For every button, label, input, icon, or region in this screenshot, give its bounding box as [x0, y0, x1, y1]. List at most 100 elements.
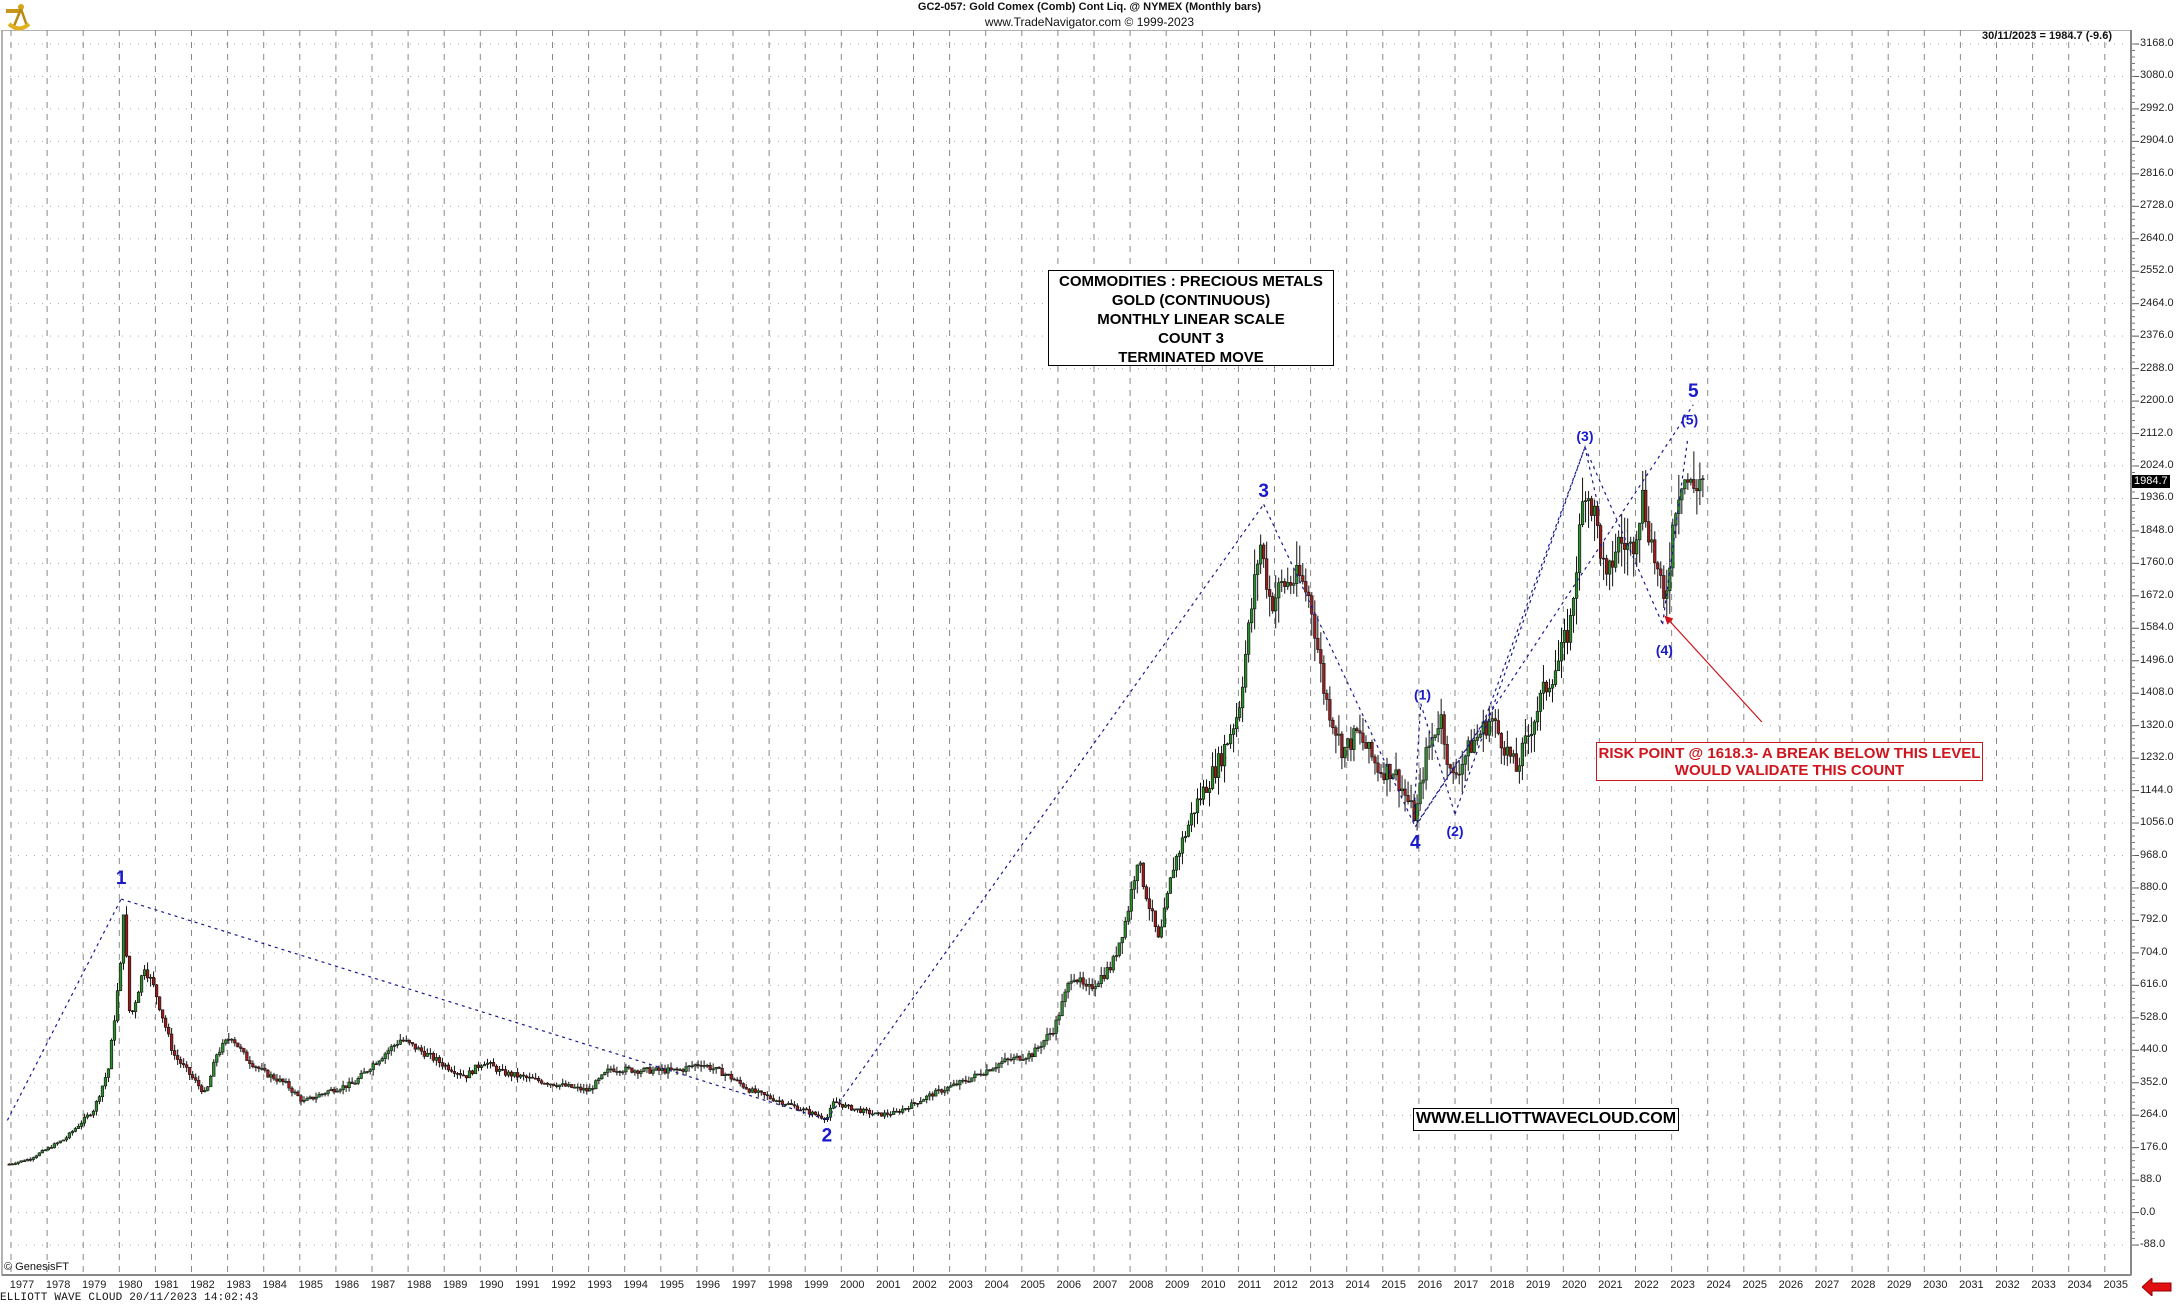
y-tick-label: 880.0 — [2140, 880, 2168, 893]
wave-label: (2) — [1446, 823, 1463, 839]
footer-watermark: ELLIOTT WAVE CLOUD 20/11/2023 14:02:43 — [0, 1292, 259, 1304]
x-tick-label: 1985 — [298, 1279, 324, 1291]
x-tick-label: 1977 — [9, 1279, 35, 1291]
x-tick-label: 2029 — [1886, 1279, 1912, 1291]
x-tick-label: 2034 — [2067, 1279, 2092, 1291]
risk-line-2: WOULD VALIDATE THIS COUNT — [1674, 762, 1905, 779]
x-tick-label: 2031 — [1959, 1279, 1984, 1291]
x-tick-label: 1995 — [659, 1279, 685, 1291]
y-tick-label: 1408.0 — [2140, 686, 2174, 699]
x-tick-label: 1994 — [623, 1279, 648, 1291]
y-tick-label: 1496.0 — [2140, 653, 2174, 666]
x-tick-label: 2020 — [1562, 1279, 1587, 1291]
wave-label: 4 — [1410, 833, 1421, 854]
info-line: MONTHLY LINEAR SCALE — [1097, 311, 1285, 328]
y-tick-label: 2552.0 — [2140, 264, 2174, 277]
x-tick-label: 2014 — [1345, 1279, 1370, 1291]
last-quote: 30/11/2023 = 1984.7 (-9.6) — [1982, 30, 2112, 42]
x-tick-label: 2009 — [1164, 1279, 1190, 1291]
y-tick-label: 2024.0 — [2140, 458, 2174, 471]
y-tick-label: 88.0 — [2140, 1173, 2162, 1186]
y-tick-label: 2816.0 — [2140, 166, 2174, 179]
y-tick-label: 968.0 — [2140, 848, 2168, 861]
x-tick-label: 1998 — [767, 1279, 793, 1291]
elliott-wave-line — [1412, 703, 1422, 822]
info-line: COUNT 3 — [1158, 330, 1224, 347]
y-tick-label: 1760.0 — [2140, 556, 2174, 569]
chart-subtitle: www.TradeNavigator.com © 1999-2023 — [984, 15, 1195, 29]
y-tick-label: 2992.0 — [2140, 101, 2174, 114]
x-tick-label: 2028 — [1850, 1279, 1876, 1291]
y-tick-label: 1936.0 — [2140, 491, 2174, 504]
x-tick-label: 2030 — [1923, 1279, 1948, 1291]
y-tick-label: 1320.0 — [2140, 718, 2174, 731]
y-tick-label: 176.0 — [2140, 1140, 2168, 1153]
x-tick-label: 2004 — [984, 1279, 1009, 1291]
chart-title: GC2-057: Gold Comex (Comb) Cont Liq. @ N… — [917, 1, 1262, 13]
y-tick-label: 2640.0 — [2140, 231, 2174, 244]
x-tick-label: 2021 — [1598, 1279, 1623, 1291]
x-tick-label: 1978 — [45, 1279, 71, 1291]
risk-line-1: RISK POINT @ 1618.3- A BREAK BELOW THIS … — [1598, 745, 1981, 762]
elliott-wave-line — [1454, 446, 1586, 815]
x-tick-label: 2018 — [1489, 1279, 1515, 1291]
y-tick-label: 2112.0 — [2140, 426, 2173, 439]
x-tick-label: 2023 — [1670, 1279, 1695, 1291]
elliott-wave-line — [1416, 445, 1600, 824]
red-left-arrow-icon[interactable] — [2141, 1276, 2172, 1301]
x-tick-label: 2019 — [1525, 1279, 1551, 1291]
y-tick-label: 2288.0 — [2140, 361, 2174, 374]
x-tick-label: 2000 — [840, 1279, 865, 1291]
copyright: © GenesisFT — [4, 1261, 69, 1273]
x-tick-label: 2032 — [1995, 1279, 2020, 1291]
x-tick-label: 1982 — [190, 1279, 215, 1291]
y-tick-label: 616.0 — [2140, 978, 2168, 991]
wave-label: (5) — [1681, 412, 1698, 428]
elliott-wave-line — [1584, 446, 1664, 625]
sextant-logo-icon — [3, 2, 31, 32]
x-tick-label: 2013 — [1309, 1279, 1334, 1291]
y-tick-label: 1848.0 — [2140, 523, 2174, 536]
x-tick-label: 1981 — [154, 1279, 179, 1291]
y-tick-label: 2200.0 — [2140, 394, 2174, 407]
elliott-wave-line — [1414, 404, 1694, 828]
y-tick-label: 1056.0 — [2140, 816, 2174, 829]
x-tick-label: 1991 — [515, 1279, 540, 1291]
y-tick-label: 440.0 — [2140, 1043, 2168, 1056]
y-tick-label: 2376.0 — [2140, 329, 2174, 342]
risk-point-box: RISK POINT @ 1618.3- A BREAK BELOW THIS … — [1596, 742, 1983, 781]
x-tick-label: 2001 — [876, 1279, 901, 1291]
x-tick-label: 2010 — [1201, 1279, 1226, 1291]
risk-pointer-line — [1667, 619, 1763, 723]
x-tick-label: 1986 — [334, 1279, 360, 1291]
elliott-wave-line — [1420, 703, 1456, 815]
x-tick-label: 2027 — [1814, 1279, 1840, 1291]
risk-arrowhead-icon — [1664, 615, 1674, 625]
x-tick-label: 1993 — [587, 1279, 612, 1291]
x-tick-label: 2022 — [1634, 1279, 1659, 1291]
y-tick-label: 3080.0 — [2140, 69, 2174, 82]
x-tick-label: 2008 — [1128, 1279, 1154, 1291]
elliott-wave-line — [120, 898, 828, 1121]
website-box: WWW.ELLIOTTWAVECLOUD.COM — [1413, 1108, 1679, 1131]
x-tick-label: 1989 — [442, 1279, 468, 1291]
wave-label: 3 — [1258, 481, 1269, 502]
x-tick-label: 2026 — [1778, 1279, 1804, 1291]
plot-area — [1, 29, 2132, 1276]
y-tick-label: 1584.0 — [2140, 621, 2174, 634]
x-tick-label: 2006 — [1056, 1279, 1082, 1291]
x-tick-label: 1990 — [479, 1279, 504, 1291]
y-tick-label: 704.0 — [2140, 945, 2168, 958]
info-line: TERMINATED MOVE — [1118, 349, 1264, 366]
x-tick-label: 1980 — [118, 1279, 143, 1291]
x-tick-label: 2005 — [1020, 1279, 1046, 1291]
y-tick-label: 2728.0 — [2140, 199, 2174, 212]
x-tick-label: 2016 — [1417, 1279, 1443, 1291]
x-tick-label: 2011 — [1237, 1279, 1262, 1291]
x-tick-label: 2003 — [948, 1279, 973, 1291]
candlestick-series — [7, 451, 1705, 1166]
y-tick-label: 792.0 — [2140, 913, 2168, 926]
wave-label: (3) — [1576, 428, 1593, 444]
x-tick-label: 1996 — [695, 1279, 721, 1291]
